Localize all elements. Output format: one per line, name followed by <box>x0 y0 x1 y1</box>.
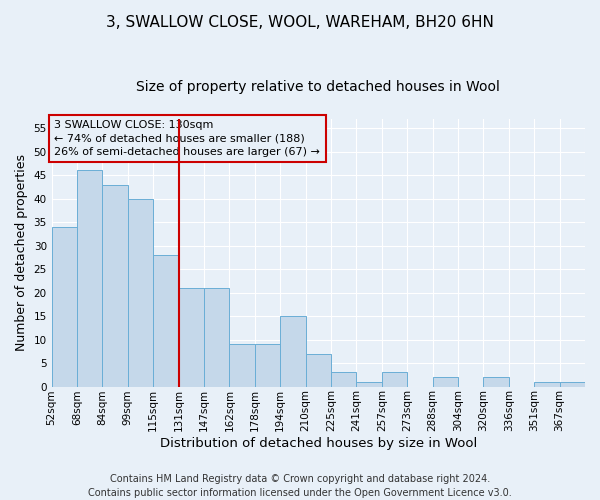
Bar <box>305 354 331 386</box>
Bar <box>103 184 128 386</box>
Bar <box>382 372 407 386</box>
Bar <box>128 198 153 386</box>
Text: Contains HM Land Registry data © Crown copyright and database right 2024.
Contai: Contains HM Land Registry data © Crown c… <box>88 474 512 498</box>
Bar <box>331 372 356 386</box>
Bar <box>77 170 103 386</box>
Bar <box>204 288 229 386</box>
Bar <box>356 382 382 386</box>
X-axis label: Distribution of detached houses by size in Wool: Distribution of detached houses by size … <box>160 437 477 450</box>
Bar <box>153 255 179 386</box>
Bar <box>484 377 509 386</box>
Bar <box>52 227 77 386</box>
Text: 3 SWALLOW CLOSE: 130sqm
← 74% of detached houses are smaller (188)
26% of semi-d: 3 SWALLOW CLOSE: 130sqm ← 74% of detache… <box>55 120 320 156</box>
Title: Size of property relative to detached houses in Wool: Size of property relative to detached ho… <box>136 80 500 94</box>
Bar <box>179 288 204 386</box>
Bar <box>534 382 560 386</box>
Bar <box>255 344 280 387</box>
Bar <box>229 344 255 387</box>
Bar <box>433 377 458 386</box>
Y-axis label: Number of detached properties: Number of detached properties <box>15 154 28 351</box>
Bar <box>560 382 585 386</box>
Bar <box>280 316 305 386</box>
Text: 3, SWALLOW CLOSE, WOOL, WAREHAM, BH20 6HN: 3, SWALLOW CLOSE, WOOL, WAREHAM, BH20 6H… <box>106 15 494 30</box>
